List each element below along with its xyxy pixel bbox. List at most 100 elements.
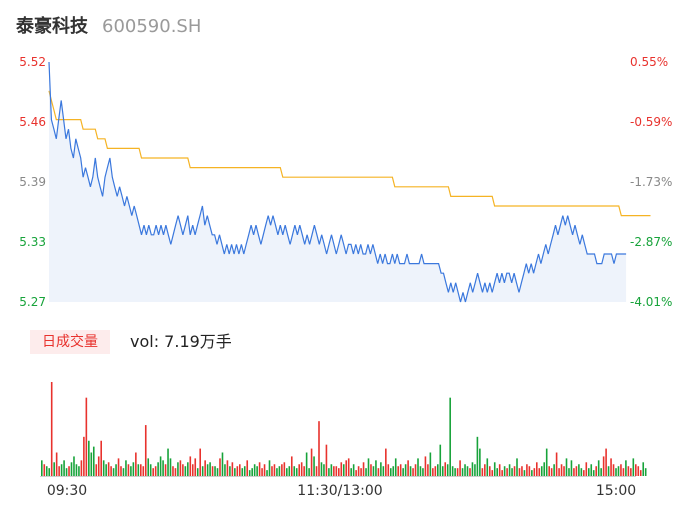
- volume-bar: [367, 458, 370, 477]
- volume-bar: [85, 397, 88, 476]
- volume-bar: [491, 470, 494, 477]
- volume-bar: [248, 470, 251, 477]
- volume-bar: [256, 466, 258, 476]
- volume-bar: [122, 468, 125, 476]
- volume-bar: [320, 462, 323, 476]
- volume-bar: [508, 464, 511, 476]
- volume-bar: [538, 468, 541, 476]
- volume-bar: [493, 462, 496, 476]
- volume-bar: [342, 464, 345, 476]
- price-tick-label: 5.52: [19, 55, 46, 69]
- volume-bar: [501, 470, 503, 477]
- volume-bar: [545, 448, 548, 476]
- volume-bar: [427, 464, 429, 476]
- volume-bar: [167, 448, 169, 476]
- volume-bar: [144, 425, 147, 476]
- volume-bar: [273, 464, 276, 476]
- volume-bar: [558, 468, 560, 476]
- volume-bar: [392, 466, 395, 476]
- volume-bar: [429, 452, 432, 476]
- percent-tick-label: -2.87%: [630, 235, 672, 249]
- volume-label: vol: 7.19万手: [130, 332, 232, 351]
- volume-bar: [570, 460, 573, 476]
- volume-bar: [318, 421, 320, 476]
- volume-bar: [191, 464, 194, 476]
- volume-bar: [597, 460, 600, 476]
- volume-bar: [83, 436, 85, 476]
- volume-bar: [137, 464, 140, 476]
- volume-bar: [605, 448, 607, 476]
- volume-bar: [602, 456, 605, 476]
- volume-bar: [444, 462, 447, 476]
- volume-bar: [305, 452, 308, 476]
- volume-bar: [548, 466, 550, 476]
- volume-bar: [288, 466, 291, 476]
- volume-bar: [627, 466, 630, 476]
- volume-bar: [540, 466, 543, 476]
- volume-bar: [55, 452, 58, 476]
- volume-bar: [454, 468, 456, 476]
- volume-bar: [580, 468, 583, 476]
- volume-bar: [221, 452, 224, 476]
- volume-bar: [372, 466, 375, 476]
- volume-bar: [268, 460, 271, 476]
- volume-bar: [360, 468, 362, 476]
- volume-bar: [177, 462, 179, 476]
- volume-bar: [63, 460, 65, 476]
- volume-bar: [568, 468, 570, 476]
- volume-bar: [434, 466, 437, 476]
- volume-bar: [95, 464, 98, 476]
- volume-bar: [412, 468, 414, 476]
- volume-bar: [229, 466, 231, 476]
- volume-bar: [592, 470, 595, 477]
- volume-bar: [293, 466, 296, 476]
- volume-bar: [278, 466, 281, 476]
- volume-bar: [211, 466, 214, 476]
- volume-bar: [380, 462, 382, 476]
- price-tick-label: 5.39: [19, 175, 46, 189]
- volume-bar: [209, 462, 211, 476]
- volume-bar: [365, 468, 367, 476]
- volume-bar: [481, 468, 484, 476]
- percent-tick-label: -4.01%: [630, 295, 672, 309]
- volume-bar: [565, 458, 568, 477]
- volume-bar: [630, 468, 632, 476]
- volume-bar: [389, 468, 392, 476]
- volume-bar: [216, 468, 219, 476]
- volume-bar: [612, 464, 615, 476]
- volume-bar: [464, 464, 466, 476]
- volume-bar: [68, 466, 70, 476]
- price-area: [49, 62, 627, 302]
- volume-bar: [355, 470, 357, 477]
- volume-bar: [65, 468, 68, 476]
- volume-bar: [214, 466, 216, 476]
- volume-bar: [194, 458, 197, 477]
- volume-bar: [201, 466, 204, 476]
- volume-bar: [523, 470, 526, 477]
- volume-bar: [263, 464, 266, 476]
- volume-bar: [407, 460, 409, 476]
- volume-bar: [281, 464, 283, 476]
- volume-bar: [632, 458, 635, 477]
- volume-bar: [182, 464, 184, 476]
- volume-bar: [115, 464, 117, 476]
- volume-bar: [132, 462, 135, 476]
- volume-bar: [224, 464, 226, 476]
- volume-bar: [204, 460, 206, 476]
- stock-name: 泰豪科技: [16, 16, 88, 37]
- volume-bar: [575, 466, 578, 476]
- volume-bar: [308, 468, 310, 476]
- volume-bar: [347, 458, 350, 477]
- volume-bar: [409, 466, 412, 476]
- volume-bar: [543, 462, 546, 476]
- volume-bar: [328, 468, 330, 476]
- volume-bar: [474, 464, 476, 476]
- volume-bar: [637, 466, 640, 476]
- volume-bar: [261, 468, 263, 476]
- volume-bar: [271, 466, 273, 476]
- volume-bar: [43, 464, 46, 476]
- volume-bar: [300, 462, 303, 476]
- volume-bar: [253, 464, 256, 476]
- volume-bar: [335, 466, 338, 476]
